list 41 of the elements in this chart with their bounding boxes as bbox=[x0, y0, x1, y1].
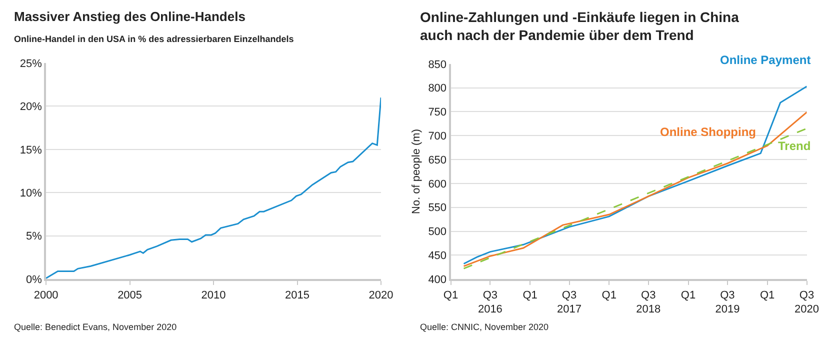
series-label: Online Payment bbox=[720, 53, 811, 67]
source-note: Quelle: Benedict Evans, November 2020 bbox=[14, 322, 177, 332]
x-tick-label: Q3 2020 bbox=[794, 289, 820, 316]
y-tick-label: 450 bbox=[428, 250, 447, 262]
line-series bbox=[46, 96, 382, 279]
x-tick-label: 2020 bbox=[368, 289, 394, 302]
y-tick-label: 20% bbox=[20, 101, 42, 114]
x-tick-label: Q1 bbox=[443, 289, 458, 302]
x-tick-label: Q3 2017 bbox=[557, 289, 582, 316]
chart-title: Massiver Anstieg des Online-Handels bbox=[14, 9, 246, 24]
x-tick-label: 2015 bbox=[285, 289, 310, 302]
y-tick-label: 750 bbox=[428, 106, 447, 119]
y-tick-label: 550 bbox=[428, 202, 447, 214]
x-tick-label: Q1 bbox=[760, 289, 775, 302]
y-tick-label: 15% bbox=[20, 144, 42, 156]
y-tick-label: 850 bbox=[428, 58, 447, 71]
x-tick-label: 2005 bbox=[118, 289, 142, 302]
series-label: Trend bbox=[778, 139, 811, 153]
y-tick-label: 5% bbox=[26, 230, 42, 243]
x-tick-label: 2010 bbox=[201, 289, 226, 302]
x-tick-label: Q1 bbox=[602, 289, 616, 302]
chart-subtitle: Online-Handel in den USA in % des adressierbaren Einzelhandels bbox=[14, 34, 294, 44]
y-tick-label: 25% bbox=[20, 58, 42, 70]
y-tick-label: 700 bbox=[428, 130, 447, 142]
y-tick-label: 800 bbox=[428, 82, 447, 95]
x-tick-label: Q1 bbox=[522, 289, 538, 302]
x-tick-label: 2000 bbox=[34, 289, 58, 302]
chart-title: Online-Zahlungen und -Einkäufe liegen in China auch nach der Pandemie über dem Trend bbox=[420, 9, 740, 44]
x-tick-label: Q3 2016 bbox=[478, 289, 502, 316]
x-tick-label: Q3 2019 bbox=[715, 289, 740, 316]
series-label: Online Shopping bbox=[660, 125, 756, 139]
y-tick-label: 600 bbox=[428, 178, 447, 190]
y-tick-label: 500 bbox=[428, 226, 447, 238]
x-tick-label: Q3 2018 bbox=[636, 289, 661, 316]
y-axis-title: No. of people (m) bbox=[410, 129, 422, 214]
x-tick-label: Q1 bbox=[680, 289, 696, 302]
source-note: Quelle: CNNIC, November 2020 bbox=[420, 322, 549, 332]
y-tick-label: 650 bbox=[428, 154, 447, 166]
y-tick-label: 400 bbox=[428, 274, 447, 286]
y-tick-label: 10% bbox=[20, 187, 42, 200]
y-tick-label: 0% bbox=[26, 274, 42, 286]
